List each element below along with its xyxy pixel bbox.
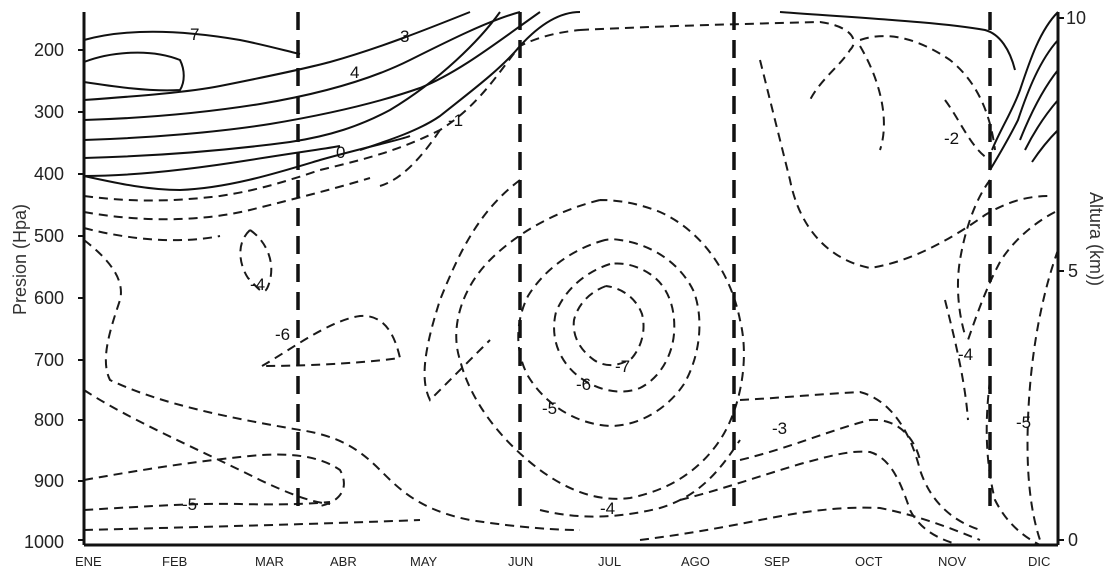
dashed-contours — [83, 20, 1059, 546]
y-tick-200: 200 — [34, 40, 64, 60]
contour-label: -5 — [182, 495, 197, 514]
x-tick-mar: MAR — [255, 554, 284, 569]
y-ticks — [78, 17, 1064, 541]
contour-label: 4 — [350, 63, 359, 82]
contour-label: -6 — [576, 375, 591, 394]
y2-tick-5: 5 — [1068, 261, 1078, 281]
contour-label: -1 — [448, 111, 463, 130]
contour-label: -5 — [542, 399, 557, 418]
x-tick-labels: ENE FEB MAR ABR MAY JUN JUL AGO SEP OCT … — [75, 554, 1050, 569]
contour-label: -7 — [615, 357, 630, 376]
contour-label: 0 — [336, 143, 345, 162]
y-axis-title: Presion (Hpa) — [10, 204, 30, 315]
axes — [82, 12, 1060, 547]
x-tick-oct: OCT — [855, 554, 883, 569]
y-tick-500: 500 — [34, 226, 64, 246]
x-tick-jun: JUN — [508, 554, 533, 569]
y-tick-700: 700 — [34, 350, 64, 370]
x-tick-jul: JUL — [598, 554, 621, 569]
y-tick-600: 600 — [34, 288, 64, 308]
contour-label: -5 — [1016, 413, 1031, 432]
contour-label: -2 — [944, 129, 959, 148]
y2-axis-title: Altura (km)) — [1086, 192, 1106, 286]
x-tick-dic: DIC — [1028, 554, 1050, 569]
x-tick-ene: ENE — [75, 554, 102, 569]
x-tick-sep: SEP — [764, 554, 790, 569]
contour-label: -4 — [600, 499, 615, 518]
contour-label: 3 — [400, 27, 409, 46]
y-tick-400: 400 — [34, 164, 64, 184]
contour-label: 7 — [190, 25, 199, 44]
y-tick-1000: 1000 — [24, 532, 64, 552]
x-tick-feb: FEB — [162, 554, 187, 569]
x-tick-may: MAY — [410, 554, 438, 569]
y2-tick-10: 10 — [1066, 8, 1086, 28]
contour-label: -4 — [250, 275, 265, 294]
y-tick-300: 300 — [34, 102, 64, 122]
y2-tick-0: 0 — [1068, 530, 1078, 550]
x-tick-ago: AGO — [681, 554, 710, 569]
y-tick-900: 900 — [34, 471, 64, 491]
x-tick-abr: ABR — [330, 554, 357, 569]
x-tick-nov: NOV — [938, 554, 967, 569]
y-tick-labels: 200 300 400 500 600 700 800 900 1000 10 … — [24, 8, 1086, 552]
contour-label: -3 — [772, 419, 787, 438]
contour-label: -4 — [958, 345, 973, 364]
contour-label: -6 — [275, 325, 290, 344]
y-tick-800: 800 — [34, 410, 64, 430]
solid-contours — [83, 11, 1059, 192]
contour-labels: 7 3 4 -1 0 -2 -4 -6 -7 -6 -5 -4 -5 -3 -4… — [182, 25, 1031, 518]
